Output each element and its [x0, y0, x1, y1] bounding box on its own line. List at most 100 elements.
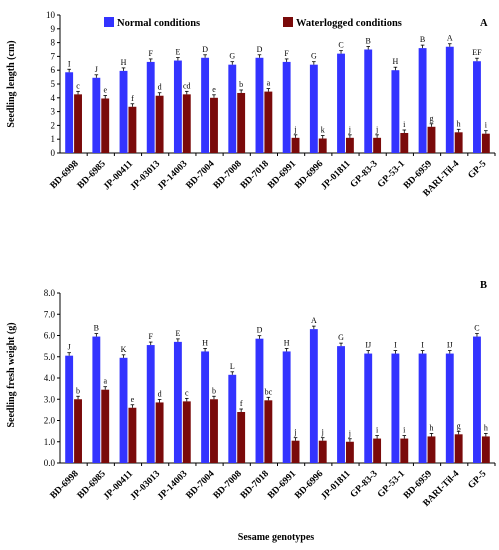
data-label: i: [403, 120, 406, 129]
y-tick-label: 9: [51, 24, 56, 34]
bar-waterlogged: [345, 441, 354, 463]
x-tick-label: BD-7004: [185, 159, 217, 191]
bar-normal: [173, 341, 182, 463]
bar-waterlogged: [210, 97, 218, 153]
data-label: b: [212, 386, 216, 395]
y-tick-label: 0: [51, 148, 56, 158]
y-tick-label: 6.0: [44, 331, 56, 341]
data-label: a: [267, 79, 271, 88]
data-label: I: [394, 341, 397, 350]
y-tick-label: 7: [51, 51, 56, 61]
legend-swatch-normal: [104, 17, 114, 27]
data-label: j: [348, 125, 351, 134]
data-label: EF: [472, 48, 482, 57]
bar-normal: [445, 46, 454, 153]
bar-waterlogged: [373, 137, 382, 153]
data-label: b: [239, 80, 243, 89]
bar-waterlogged: [427, 436, 436, 463]
data-label: I: [421, 341, 424, 350]
panel-a-y-axis-title: Seedling length (cm): [6, 40, 17, 127]
data-label: H: [202, 338, 208, 347]
y-tick-label: 3: [51, 107, 56, 117]
data-label: E: [175, 48, 180, 57]
data-label: B: [420, 35, 425, 44]
data-label: c: [185, 388, 189, 397]
data-label: C: [338, 41, 343, 50]
data-label: J: [95, 65, 98, 74]
bar-normal: [364, 353, 373, 463]
bar-waterlogged: [74, 94, 82, 153]
data-label: k: [321, 126, 325, 135]
x-axis-title: Sesame genotypes: [238, 532, 314, 543]
x-tick-label: GP-83-3: [349, 469, 380, 500]
x-tick-label: JP-01811: [319, 159, 352, 192]
y-tick-label: 5.0: [44, 352, 56, 362]
y-tick-label: 1: [51, 134, 56, 144]
bar-normal: [201, 57, 210, 153]
y-tick-label: 6: [51, 65, 56, 75]
data-label: J: [68, 343, 71, 352]
data-label: cd: [183, 81, 191, 90]
y-tick-label: 2.0: [44, 416, 56, 426]
panel-b-label: B: [480, 280, 487, 291]
bar-normal: [255, 338, 264, 463]
bar-normal: [65, 355, 74, 463]
x-tick-label: GP-5: [467, 159, 489, 181]
data-label: A: [447, 34, 453, 43]
legend-label-normal: Normal conditions: [117, 18, 200, 29]
legend-swatch-waterlogged: [283, 17, 293, 27]
bar-waterlogged: [237, 412, 246, 463]
y-tick-label: 1.0: [44, 437, 56, 447]
data-label: e: [131, 395, 135, 404]
bar-waterlogged: [291, 440, 300, 463]
y-tick-label: 2: [51, 120, 56, 130]
bar-waterlogged: [345, 137, 354, 153]
bar-normal: [309, 329, 318, 463]
x-tick-label: BD-6991: [266, 469, 298, 501]
data-label: IJ: [447, 341, 453, 350]
bar-waterlogged: [237, 92, 246, 153]
data-label: H: [284, 338, 290, 347]
bar-normal: [173, 60, 182, 153]
x-tick-label: BD-6991: [266, 159, 298, 191]
y-tick-label: 8.0: [44, 288, 56, 298]
bar-normal: [119, 357, 128, 463]
y-tick-label: 5: [51, 79, 56, 89]
bar-normal: [146, 61, 155, 153]
data-label: j: [293, 125, 296, 134]
data-label: G: [338, 333, 344, 342]
bar-waterlogged: [291, 137, 300, 153]
data-label: K: [121, 345, 127, 354]
legend: Normal conditions Waterlogged conditions: [104, 17, 402, 29]
y-tick-label: 3.0: [44, 394, 56, 404]
bar-waterlogged: [481, 133, 490, 153]
data-label: G: [229, 52, 235, 61]
x-tick-label: GP-83-3: [349, 159, 380, 190]
bar-normal: [65, 72, 74, 153]
data-label: j: [293, 428, 296, 437]
bar-waterlogged: [128, 407, 137, 463]
bar-waterlogged: [101, 389, 110, 463]
bar-normal: [337, 346, 345, 463]
x-tick-label: JP-14003: [156, 469, 190, 503]
data-label: i: [485, 121, 488, 130]
data-label: i: [376, 426, 379, 435]
data-label: A: [311, 316, 317, 325]
bar-waterlogged: [74, 399, 82, 463]
x-tick-label: BD-7008: [212, 469, 244, 501]
data-label: d: [158, 83, 162, 92]
bar-normal: [337, 53, 345, 153]
bar-waterlogged: [210, 399, 218, 463]
data-label: c: [76, 81, 80, 90]
bar-waterlogged: [400, 132, 409, 153]
data-label: h: [484, 423, 488, 432]
data-label: i: [403, 426, 406, 435]
data-label: j: [321, 428, 324, 437]
y-tick-label: 10: [46, 10, 56, 20]
bar-waterlogged: [481, 436, 490, 463]
data-label: h: [429, 423, 433, 432]
data-label: IJ: [365, 341, 371, 350]
bar-waterlogged: [155, 402, 164, 463]
data-label: I: [68, 59, 71, 68]
y-tick-label: 7.0: [44, 309, 56, 319]
